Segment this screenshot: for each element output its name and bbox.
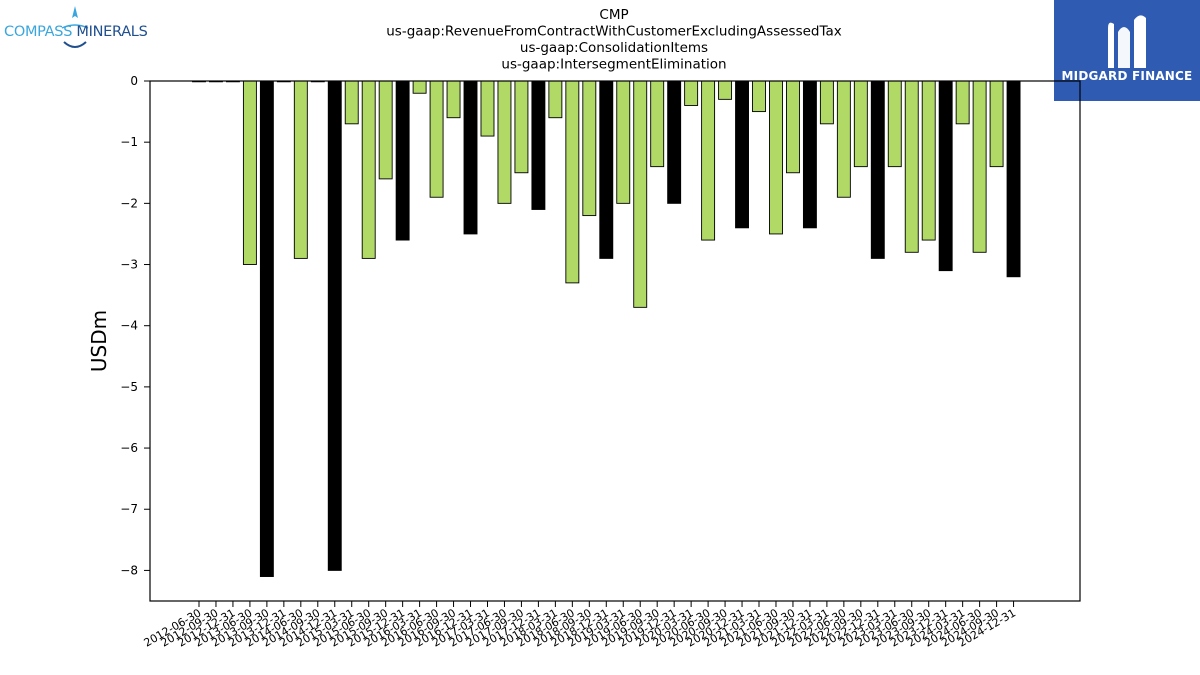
bar [582, 80, 597, 217]
bar [802, 80, 817, 229]
bar [718, 80, 733, 100]
bar [327, 80, 342, 571]
bar [1006, 80, 1021, 278]
bar [769, 80, 783, 235]
bar [667, 80, 682, 204]
bar [378, 80, 393, 180]
bar [701, 80, 716, 241]
bar [836, 80, 851, 198]
bar [548, 80, 563, 119]
chart-title-line: us-gaap:IntersegmentElimination [501, 57, 726, 73]
bar [921, 80, 936, 241]
bar [259, 80, 274, 577]
bar [599, 80, 614, 259]
compass-minerals-wordmark: COMPASS MINERALS [4, 24, 148, 40]
y-tick-label: −7 [120, 502, 138, 516]
bar [904, 80, 919, 253]
bar [989, 80, 1004, 168]
midgard-finance-logo: MIDGARD FINANCE [1054, 0, 1200, 101]
y-tick-label: −2 [120, 196, 138, 210]
y-tick-label: −3 [120, 258, 138, 272]
bar [752, 80, 766, 113]
bar [972, 80, 987, 253]
bar [480, 80, 495, 137]
bar [344, 80, 359, 125]
y-tick-label: −6 [120, 441, 138, 455]
y-axis-label: USDm [87, 310, 111, 372]
bar [497, 80, 512, 204]
bar [870, 80, 885, 259]
bar [684, 80, 699, 106]
y-tick-label: −4 [120, 319, 138, 333]
midgard-finance-wordmark: MIDGARD FINANCE [1061, 69, 1193, 83]
y-axis: 0 −1 −2 −3 −4 −5 −6 −7 −8 [120, 74, 150, 577]
chart-title-line: us-gaap:RevenueFromContractWithCustomerE… [386, 24, 842, 40]
x-axis: 2012-06-302012-09-302012-12-312013-06-30… [142, 601, 1018, 650]
bar [412, 80, 427, 94]
bar [853, 80, 868, 168]
plot-frame [149, 80, 1081, 602]
bar [242, 80, 257, 265]
bar [938, 80, 953, 272]
compass-minerals-logo: COMPASS MINERALS [4, 4, 149, 54]
bar [633, 80, 648, 308]
bar [565, 80, 580, 284]
y-tick-label: −1 [120, 135, 138, 149]
y-tick-label: 0 [130, 74, 138, 88]
compass-star-icon [61, 6, 89, 48]
bar [446, 80, 461, 119]
y-tick-label: −8 [120, 563, 138, 577]
bar [514, 80, 529, 174]
bar [786, 80, 800, 174]
bar [887, 80, 902, 168]
bars [192, 80, 1021, 577]
chart-title-line: us-gaap:ConsolidationItems [520, 40, 708, 56]
bar [955, 80, 970, 125]
midgard-m-icon [1108, 15, 1146, 69]
bar [463, 80, 478, 235]
bar [616, 80, 631, 204]
bar [429, 80, 444, 198]
bar [361, 80, 376, 259]
bar [650, 80, 665, 168]
bar [819, 80, 834, 125]
y-tick-label: −5 [120, 380, 138, 394]
bar [735, 80, 749, 229]
bar [395, 80, 410, 241]
bar [293, 80, 308, 259]
chart-title: CMPus-gaap:RevenueFromContractWithCustom… [386, 7, 842, 73]
chart-title-line: CMP [599, 7, 628, 23]
bar [531, 80, 546, 210]
